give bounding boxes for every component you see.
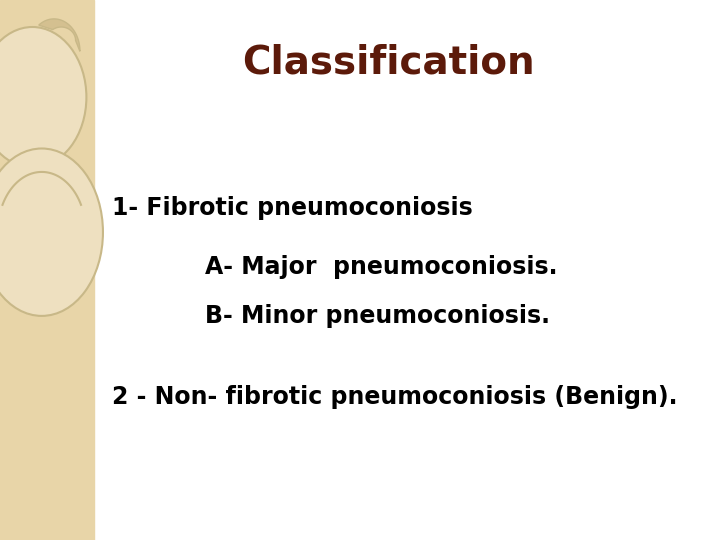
Text: A- Major  pneumoconiosis.: A- Major pneumoconiosis. — [205, 255, 558, 279]
Ellipse shape — [0, 27, 86, 167]
Text: 2 - Non- fibrotic pneumoconiosis (Benign).: 2 - Non- fibrotic pneumoconiosis (Benign… — [112, 385, 677, 409]
Text: Classification: Classification — [243, 43, 535, 81]
Text: B- Minor pneumoconiosis.: B- Minor pneumoconiosis. — [205, 304, 550, 328]
Ellipse shape — [0, 148, 103, 316]
Polygon shape — [39, 19, 80, 51]
Bar — [0, 0, 94, 540]
Text: 1- Fibrotic pneumoconiosis: 1- Fibrotic pneumoconiosis — [112, 196, 472, 220]
